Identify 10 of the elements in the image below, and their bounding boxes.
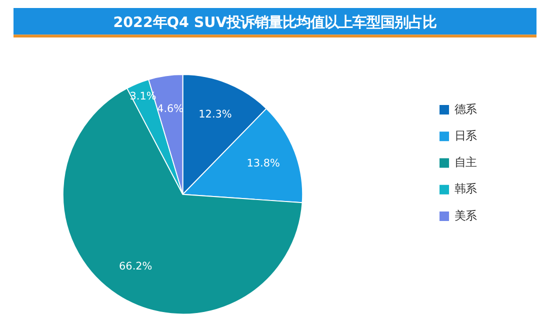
- legend-label: 德系: [454, 102, 477, 116]
- data-label: 13.8%: [246, 157, 280, 170]
- legend-label: 美系: [454, 208, 477, 222]
- data-label: 4.6%: [157, 102, 184, 115]
- data-label: 66.2%: [119, 260, 152, 272]
- chart-title: 2022年Q4 SUV投诉销量比均值以上车型国别占比: [113, 14, 437, 32]
- legend-label: 日系: [454, 128, 477, 142]
- data-label: 12.3%: [198, 108, 232, 120]
- legend-label: 韩系: [454, 182, 477, 196]
- legend-label: 自主: [454, 155, 477, 170]
